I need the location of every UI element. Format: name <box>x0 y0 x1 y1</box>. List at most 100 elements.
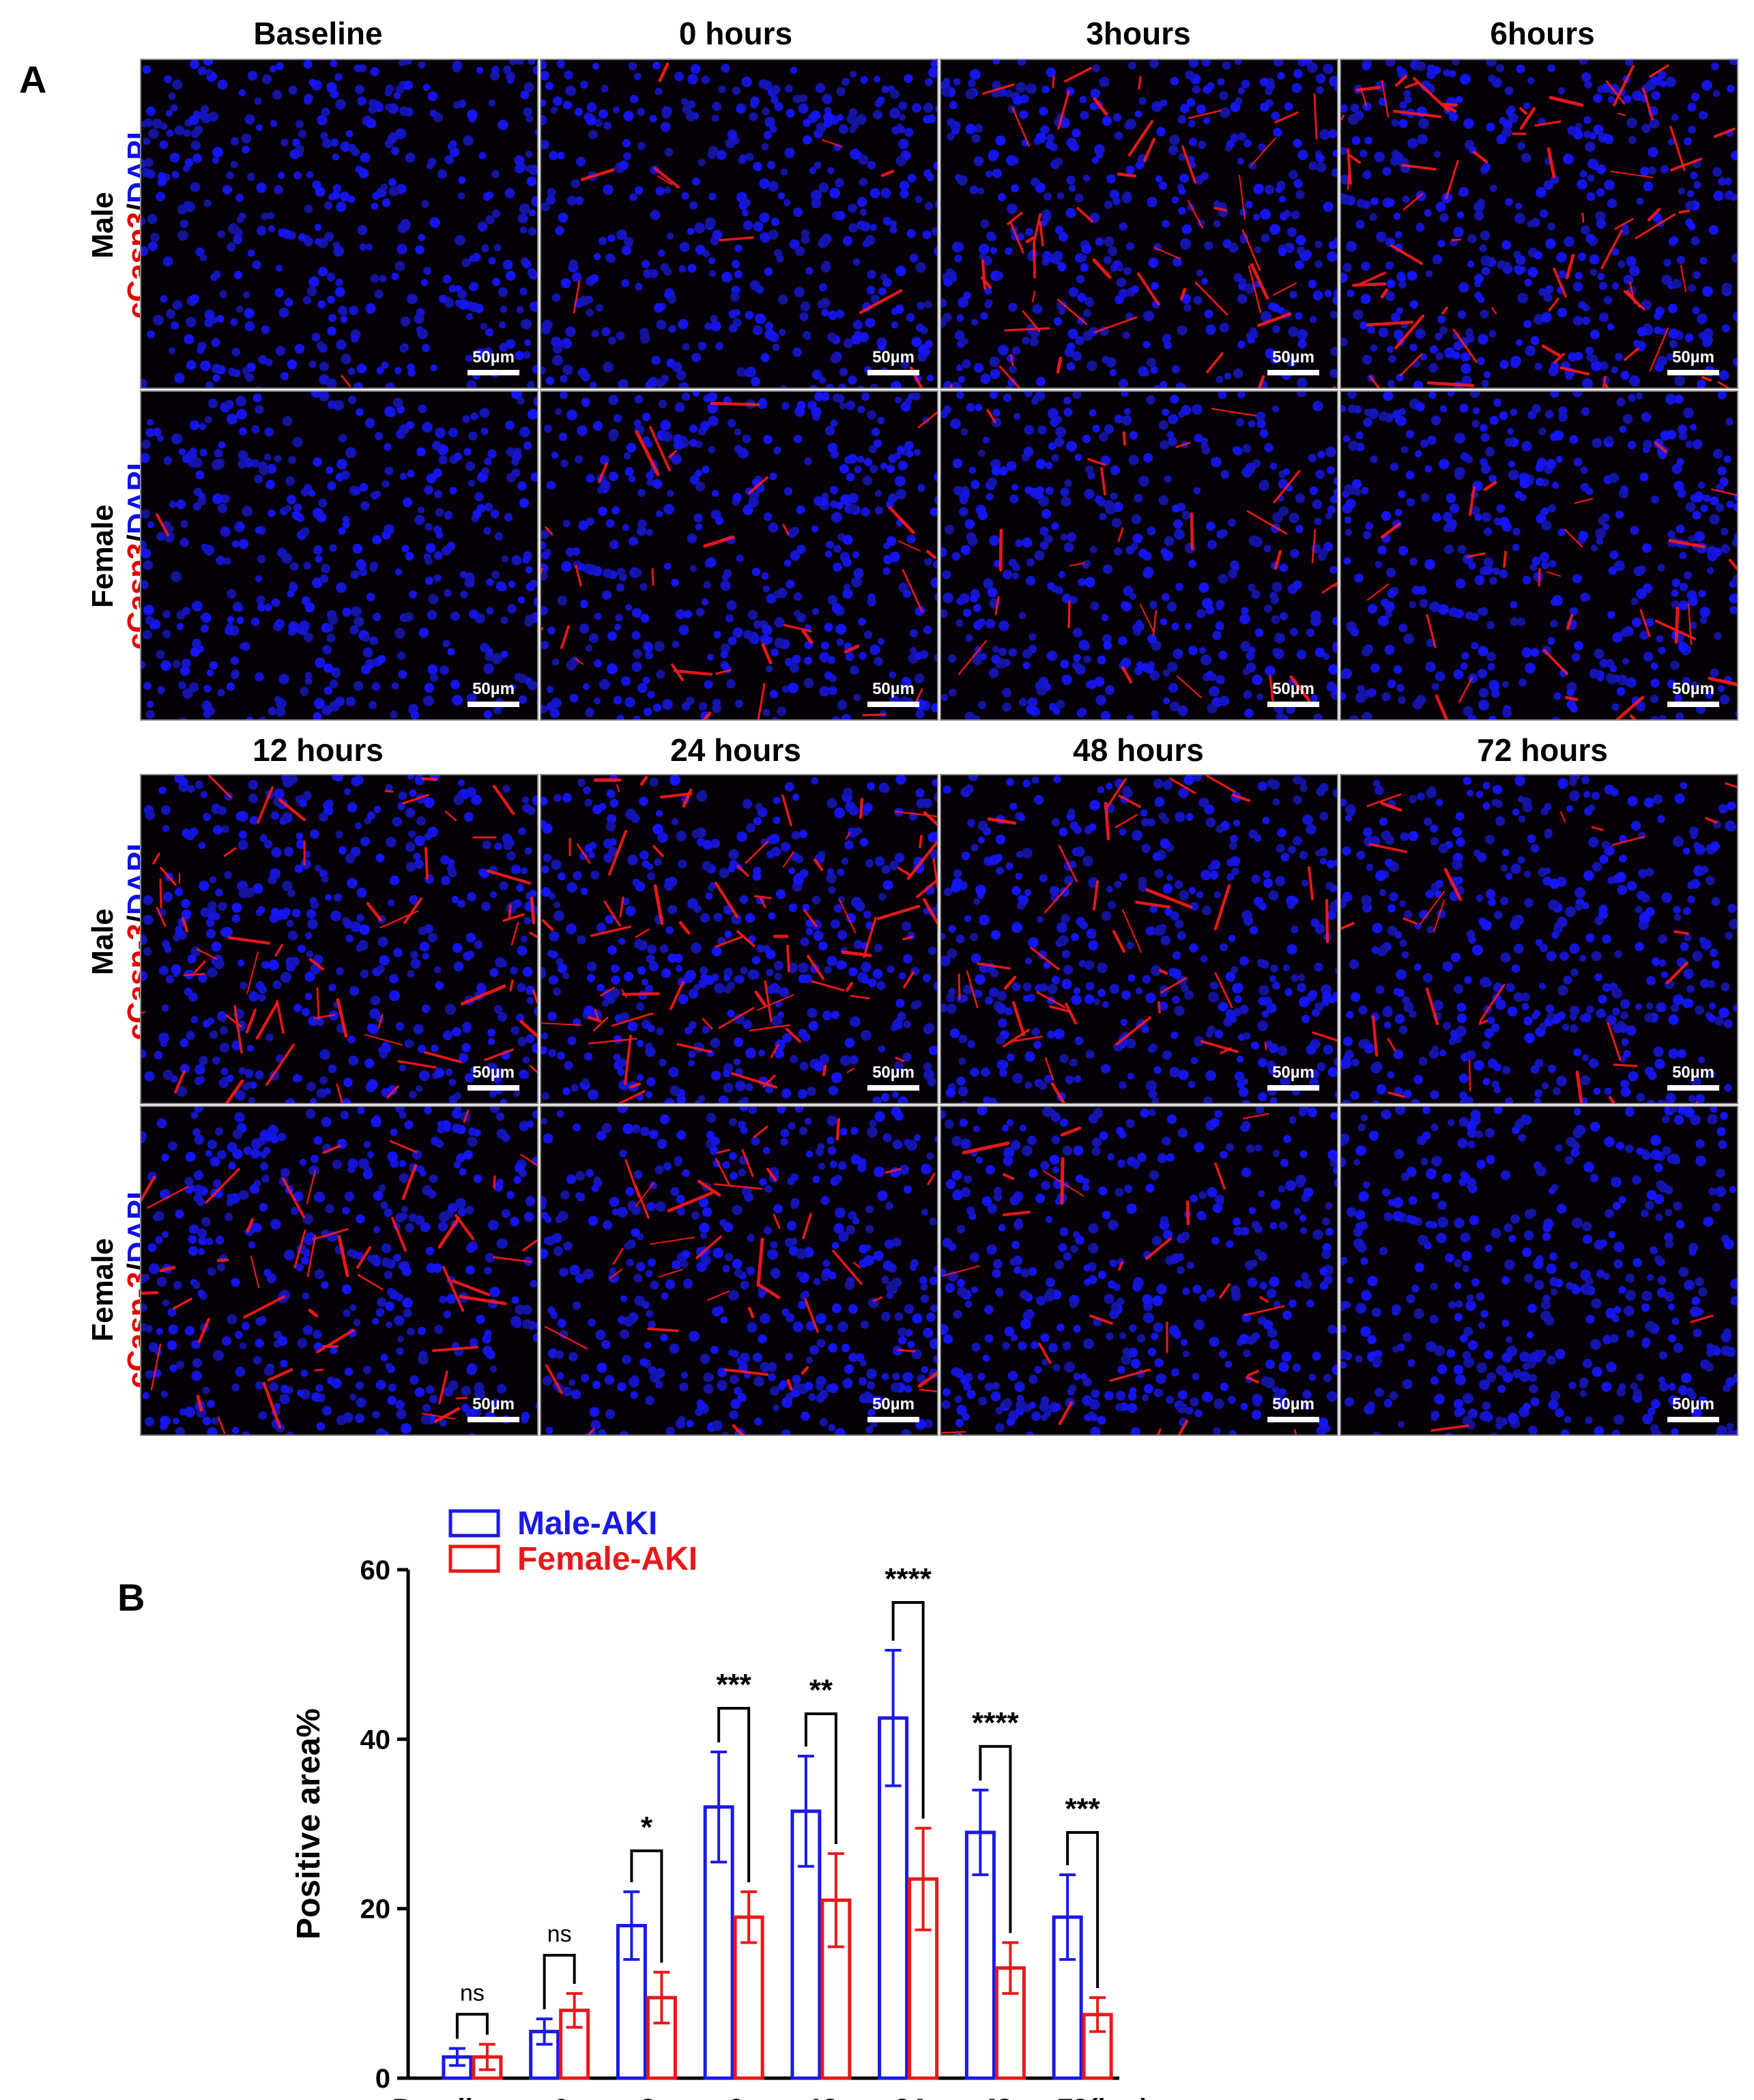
scale-bar-line <box>1667 1085 1719 1091</box>
panel-a-label: A <box>19 58 47 101</box>
scale-bar: 50µm <box>867 1395 919 1422</box>
micrograph-texture <box>941 1107 1337 1435</box>
micrograph-female-bottom-col3: 50µm <box>940 1106 1338 1436</box>
col-title-baseline: Baseline <box>253 16 383 51</box>
micrograph-female-bottom-col2: 50µm <box>540 1106 938 1436</box>
scale-bar-label: 50µm <box>872 1395 915 1413</box>
micrograph-texture <box>1341 1107 1737 1435</box>
legend-swatch <box>448 1509 500 1538</box>
x-tick-label: 48 <box>979 2094 1011 2100</box>
col-title-0-hours: 0 hours <box>678 16 793 51</box>
scale-bar-label: 50µm <box>472 348 515 366</box>
significance-bracket <box>543 1953 576 2010</box>
scale-bar-line <box>468 1085 519 1091</box>
scale-bar: 50µm <box>867 348 919 375</box>
scale-bar-line <box>1267 1085 1319 1091</box>
significance-bracket <box>717 1706 751 1882</box>
micrograph-texture <box>1341 392 1737 719</box>
col-title-12-hours: 12 hours <box>253 732 384 768</box>
significance-label: ** <box>809 1673 833 1707</box>
scale-bar-label: 50µm <box>1272 348 1314 366</box>
scale-bar-line <box>468 1417 519 1422</box>
scale-bar-line <box>1267 702 1319 707</box>
legend-label: Male-AKI <box>517 1506 657 1542</box>
micrograph-female-top-col1: 50µm <box>140 390 538 721</box>
scale-bar: 50µm <box>1667 348 1719 375</box>
x-tick-label: Baseline <box>390 2094 503 2100</box>
scale-bar-line <box>468 370 519 375</box>
significance-bracket <box>891 1600 925 1819</box>
y-tick-label: 60 <box>360 1555 391 1585</box>
micrograph-texture <box>941 775 1337 1103</box>
y-axis-label: Positive area% <box>291 1708 327 1940</box>
scale-bar-label: 50µm <box>872 680 915 698</box>
significance-bracket <box>1066 1831 1099 1989</box>
significance-bracket <box>455 2013 489 2039</box>
scale-bar: 50µm <box>867 1063 919 1091</box>
scale-bar-line <box>1667 370 1719 375</box>
scale-bar: 50µm <box>1267 1395 1319 1422</box>
scale-bar-label: 50µm <box>1672 1063 1714 1082</box>
scale-bar-line <box>1667 702 1719 707</box>
x-tick-label: 3 <box>639 2094 654 2100</box>
scale-bar-label: 50µm <box>872 348 915 366</box>
significance-bracket <box>804 1712 837 1844</box>
scale-bar: 50µm <box>468 680 519 707</box>
micrograph-texture <box>141 392 537 719</box>
micrograph-male-top-col4: 50µm <box>1340 59 1738 389</box>
micrograph-texture <box>541 775 937 1103</box>
row-label-male-bottom: Male cCasp-3/DAPI <box>86 843 155 1041</box>
x-tick-label: 24 <box>892 2094 923 2100</box>
micrograph-male-bottom-col2: 50µm <box>540 774 938 1104</box>
scale-bar: 50µm <box>468 1063 519 1091</box>
micrograph-male-bottom-col4: 50µm <box>1340 774 1738 1104</box>
significance-bracket <box>630 1849 663 1963</box>
scale-bar-label: 50µm <box>472 1395 515 1413</box>
x-tick-label: 72(hrs) <box>1056 2094 1147 2100</box>
y-tick-label: 20 <box>360 1895 391 1925</box>
scale-bar-label: 50µm <box>1272 680 1314 698</box>
scale-bar-label: 50µm <box>1672 680 1714 698</box>
scale-bar-label: 50µm <box>472 1063 515 1082</box>
scale-bar-label: 50µm <box>1672 348 1714 366</box>
micrograph-texture <box>541 1107 937 1435</box>
scale-bar-line <box>867 1417 919 1422</box>
micrograph-texture <box>941 60 1337 388</box>
legend-label: Female-AKI <box>517 1541 698 1577</box>
scale-bar: 50µm <box>1267 348 1319 375</box>
scale-bar: 50µm <box>1267 1063 1319 1091</box>
significance-label: * <box>641 1811 653 1844</box>
x-tick-label: 0 <box>552 2094 567 2100</box>
y-tick-label: 40 <box>360 1725 391 1755</box>
scale-bar-line <box>1667 1417 1719 1422</box>
scale-bar: 50µm <box>1267 680 1319 707</box>
micrograph-male-top-col2: 50µm <box>540 59 938 389</box>
micrograph-texture <box>141 60 537 388</box>
scale-bar: 50µm <box>867 680 919 707</box>
x-tick-label: 12 <box>806 2094 837 2100</box>
micrograph-female-top-col4: 50µm <box>1340 390 1738 721</box>
row-label-female-bottom: Female cCasp-3/DAPI <box>86 1191 155 1389</box>
micrograph-texture <box>941 392 1337 719</box>
scale-bar-label: 50µm <box>1272 1063 1314 1082</box>
micrograph-texture <box>141 775 537 1103</box>
row-label-female-top: Female cCasp3/DAPI <box>86 463 155 650</box>
bar-chart: 0 20 40 60 Positive area% ns Baseline ns 0 * 3 *** 6… <box>291 1506 1147 2100</box>
scale-bar-label: 50µm <box>1272 1395 1314 1413</box>
micrograph-female-bottom-col4: 50µm <box>1340 1106 1738 1436</box>
micrograph-female-bottom-col1: 50µm <box>140 1106 538 1436</box>
col-title-3hours: 3hours <box>1086 16 1191 51</box>
col-title-72-hours: 72 hours <box>1477 732 1608 768</box>
x-tick-label: 6 <box>726 2094 742 2100</box>
significance-label: ns <box>460 1980 485 2006</box>
scale-bar: 50µm <box>1667 1063 1719 1091</box>
micrograph-texture <box>1341 775 1737 1103</box>
y-tick-label: 0 <box>375 2064 390 2094</box>
significance-label: *** <box>716 1668 751 1701</box>
scale-bar-line <box>468 702 519 707</box>
micrograph-male-top-col1: 50µm <box>140 59 538 389</box>
scale-bar: 50µm <box>468 348 519 375</box>
significance-label: **** <box>972 1706 1019 1740</box>
micrograph-texture <box>141 1107 537 1435</box>
scale-bar-line <box>867 702 919 707</box>
